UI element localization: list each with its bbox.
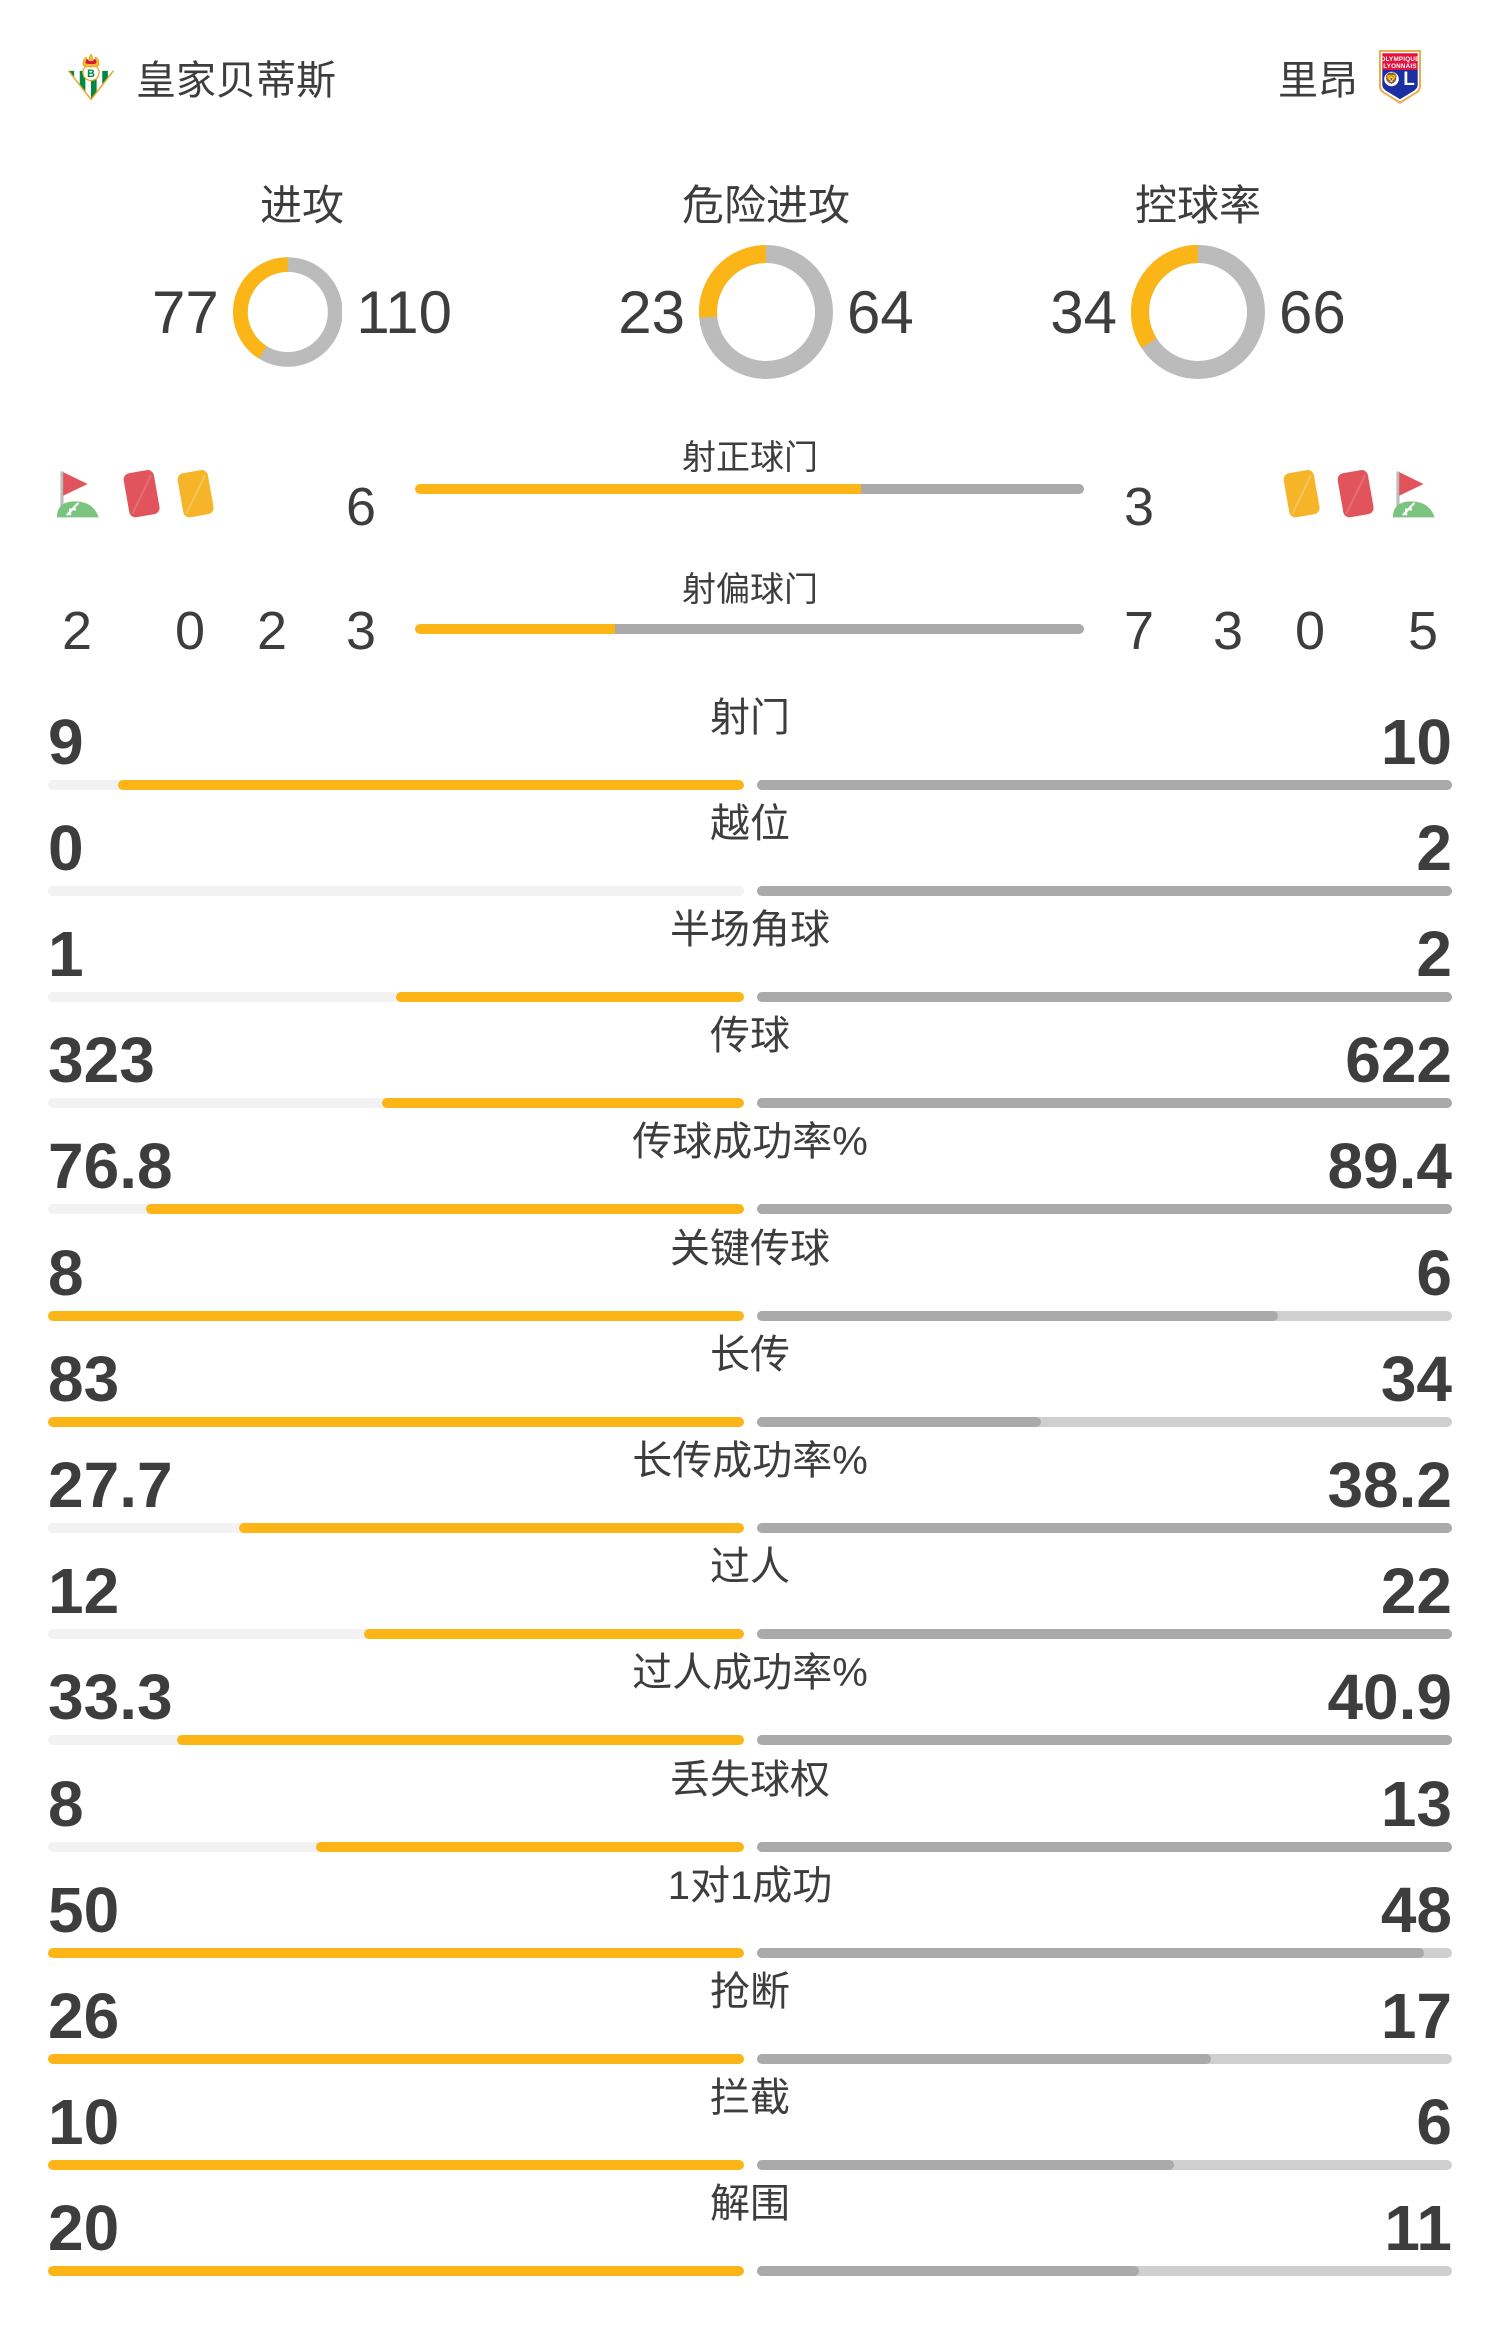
svg-text:B: B xyxy=(87,68,95,80)
svg-text:🦁: 🦁 xyxy=(1385,72,1399,85)
svg-text:L: L xyxy=(1403,69,1415,90)
